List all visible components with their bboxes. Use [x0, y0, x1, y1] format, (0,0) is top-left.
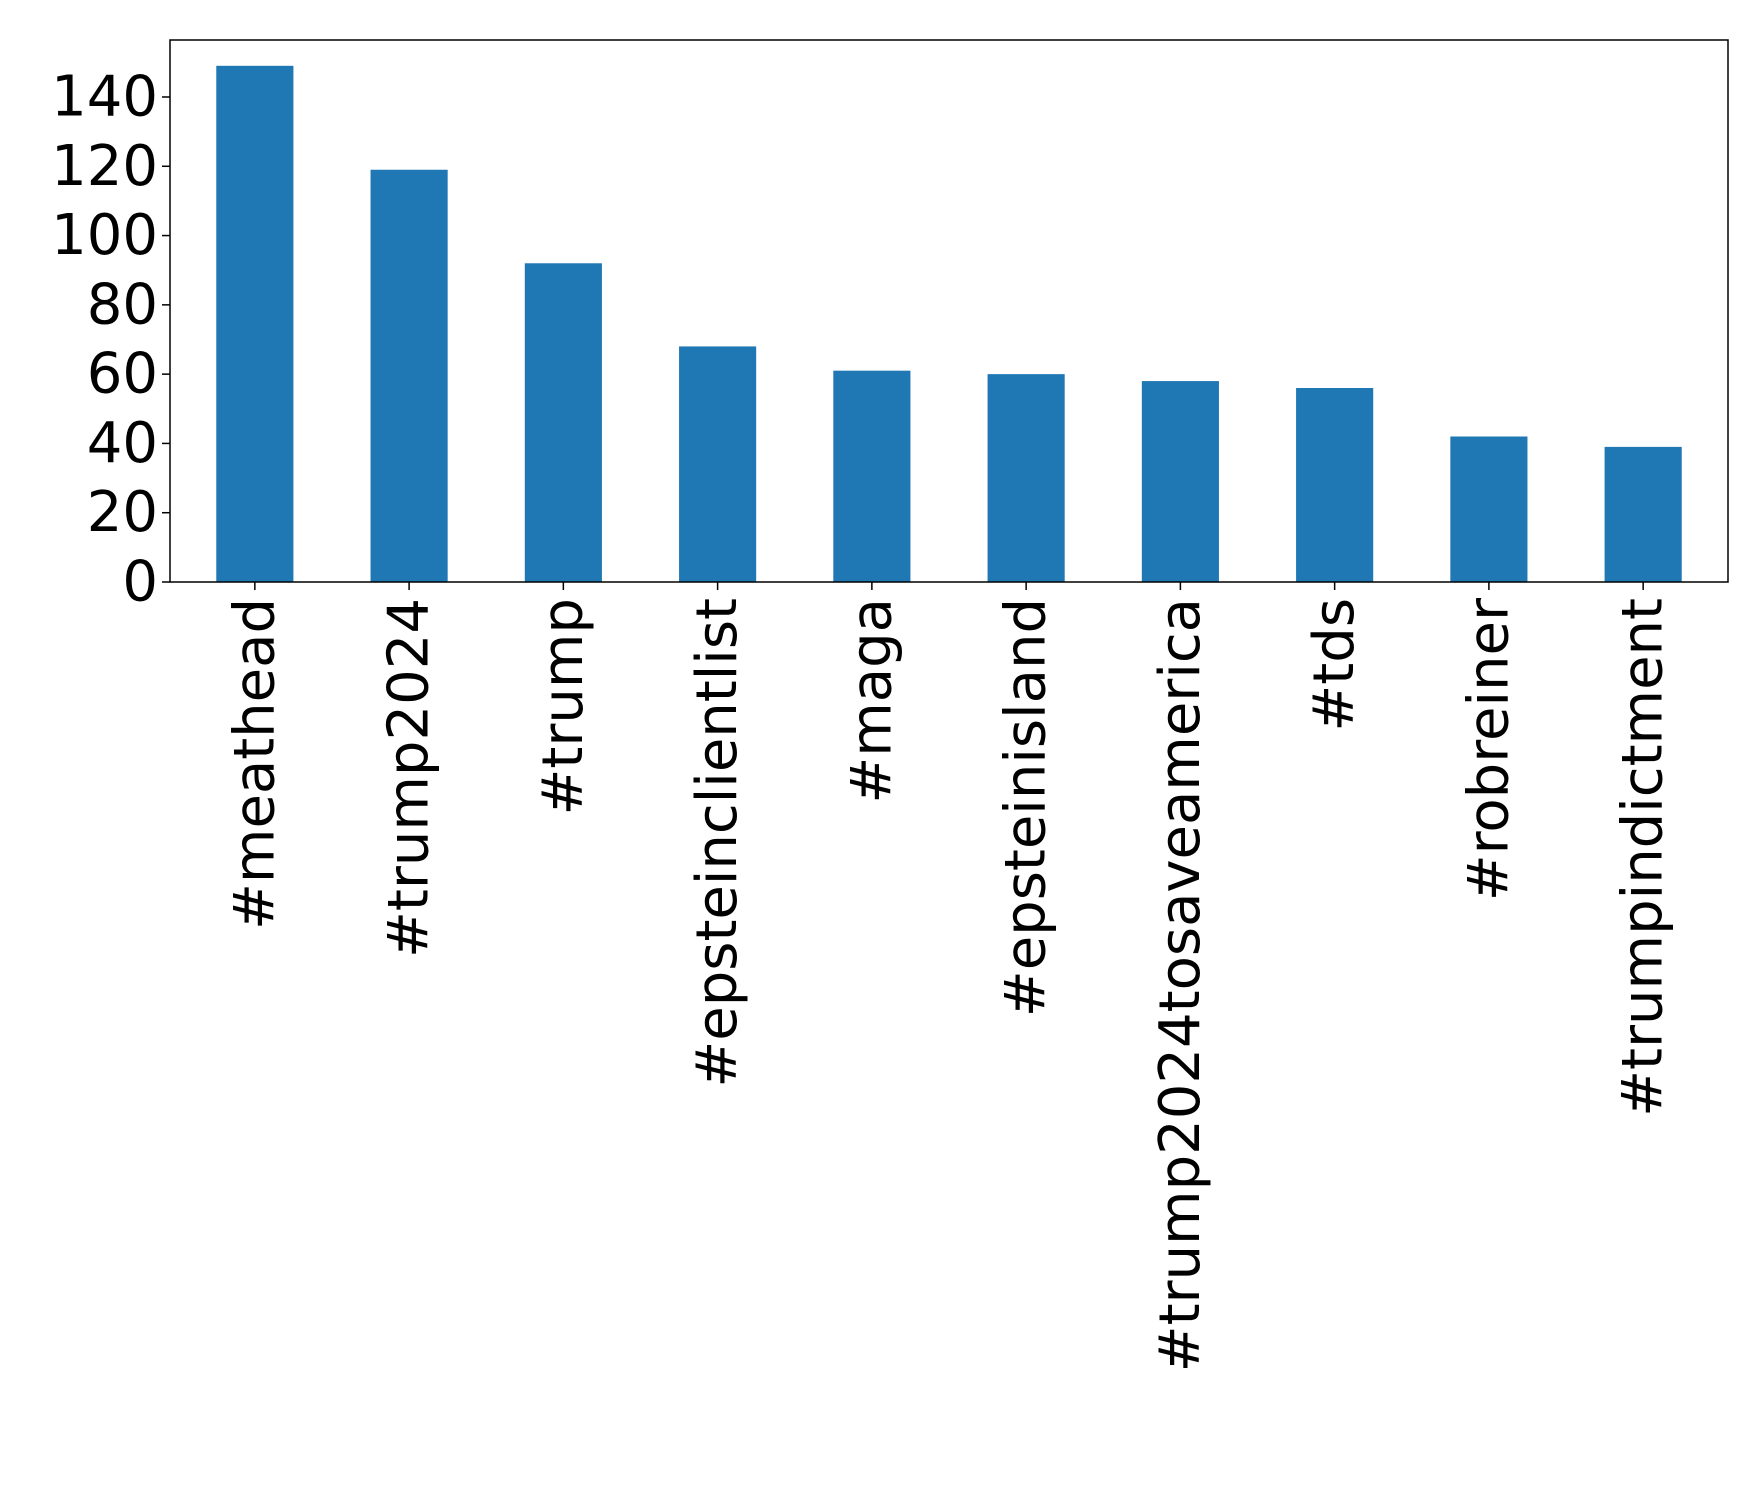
x-tick-label: #maga: [839, 598, 904, 804]
bar-epsteinclientlist: [679, 346, 757, 582]
x-tick-label: #trumpindictment: [1611, 598, 1676, 1117]
y-tick-label: 60: [87, 342, 158, 407]
x-tick-label: #trump2024tosaveamerica: [1148, 598, 1213, 1372]
bar-trump2024: [370, 169, 448, 583]
x-axis: #meathead #trump2024 #trump #epsteinclientl…: [222, 582, 1676, 1372]
bar-trump2024tosaveamerica: [1141, 381, 1219, 582]
y-tick-label: 20: [87, 480, 158, 545]
x-tick-label: #trump: [531, 598, 596, 816]
y-tick-label: 0: [122, 550, 158, 615]
y-tick-label: 40: [87, 411, 158, 476]
plot-frame: [169, 39, 1729, 583]
bar-trumpindictment: [1604, 446, 1682, 582]
y-tick-label: 140: [51, 64, 158, 129]
x-tick-label: #epsteinisland: [994, 598, 1059, 1017]
bar-robreiner: [1450, 436, 1528, 582]
bars-group: [216, 65, 1682, 583]
bar-trump: [524, 263, 602, 582]
bar-maga: [833, 370, 911, 582]
x-tick-label: #robreiner: [1456, 597, 1521, 901]
x-tick-label: #meathead: [222, 598, 287, 930]
bar-meathead: [216, 65, 294, 583]
x-tick-label: #tds: [1302, 598, 1367, 732]
bar-epsteinisland: [987, 374, 1065, 582]
bar-tds: [1296, 387, 1374, 582]
y-tick-label: 120: [51, 134, 158, 199]
x-tick-label: #epsteinclientlist: [685, 598, 750, 1088]
y-tick-label: 80: [87, 272, 158, 337]
x-tick-label: #trump2024: [377, 598, 442, 958]
y-tick-label: 100: [51, 203, 158, 268]
